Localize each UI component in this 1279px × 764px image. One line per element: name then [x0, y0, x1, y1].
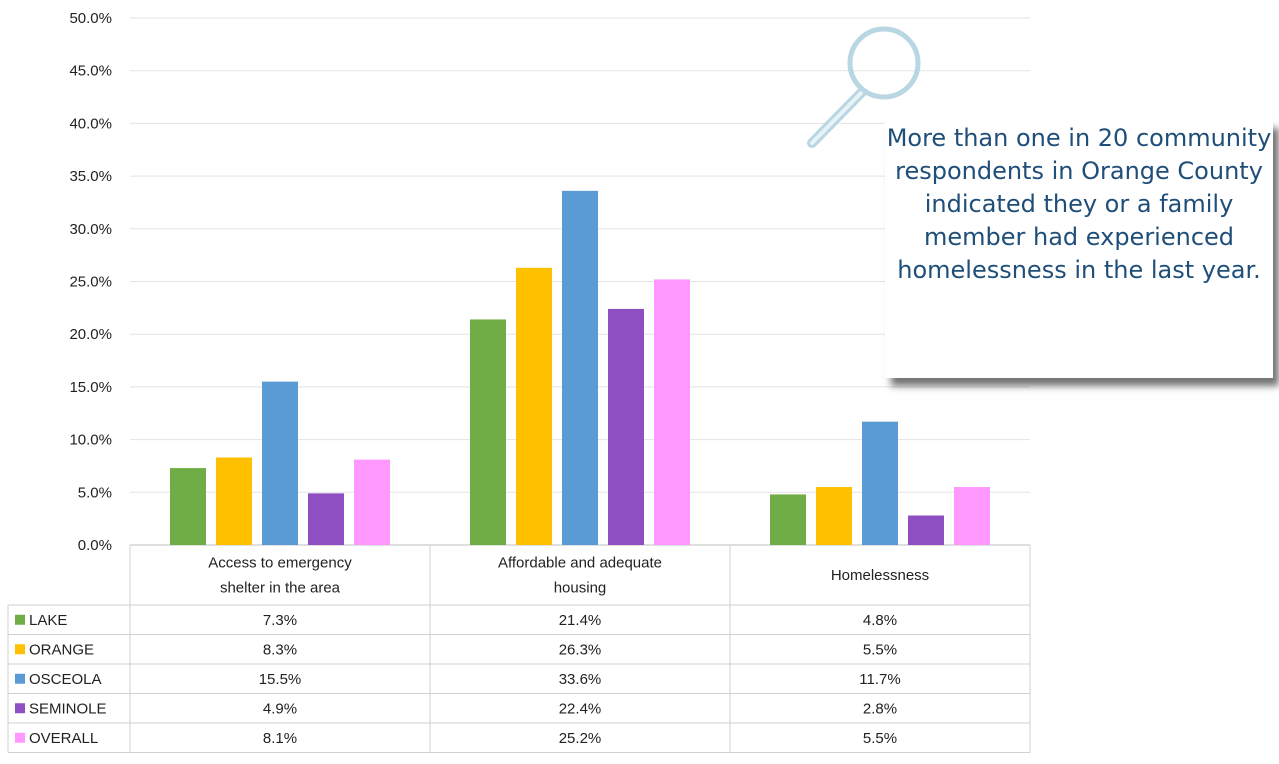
bar-orange: [816, 487, 852, 545]
data-label: 8.3%: [263, 641, 297, 658]
y-tick-label: 0.0%: [78, 537, 112, 554]
data-label: 5.5%: [863, 641, 897, 658]
y-tick-label: 15.0%: [69, 379, 112, 396]
bar-osceola: [562, 190, 598, 545]
magnifying-glass-icon: [807, 26, 921, 148]
data-label: 4.9%: [263, 700, 297, 717]
bar-osceola: [862, 421, 898, 545]
data-label: 21.4%: [559, 612, 602, 629]
callout-text: More than one in 20 community respondent…: [886, 124, 1272, 284]
data-label: 5.5%: [863, 730, 897, 747]
data-label: 22.4%: [559, 700, 602, 717]
legend-entry: OSCEOLA: [29, 671, 102, 688]
data-label: 26.3%: [559, 641, 602, 658]
bar-lake: [470, 319, 506, 545]
legend-swatch: [15, 673, 25, 684]
data-label: 15.5%: [259, 671, 302, 688]
y-tick-label: 10.0%: [69, 432, 112, 449]
data-table: Access to emergency shelter in the area Af…: [7, 545, 1031, 753]
bar-orange: [216, 457, 252, 545]
legend-swatch: [15, 732, 25, 743]
legend-swatch: [15, 644, 25, 655]
bars: [170, 190, 990, 545]
legend-swatch: [15, 614, 25, 625]
legend-swatch: [15, 703, 25, 714]
category-label: shelter in the area: [220, 580, 341, 597]
bar-seminole: [608, 308, 644, 545]
data-label: 25.2%: [559, 730, 602, 747]
data-label: 11.7%: [859, 671, 900, 688]
bar-orange: [516, 267, 552, 545]
bar-lake: [770, 494, 806, 545]
y-tick-label: 20.0%: [69, 326, 112, 343]
data-label: 2.8%: [863, 700, 897, 717]
callout-box: [885, 120, 1273, 378]
data-label: 33.6%: [559, 671, 602, 688]
bar-seminole: [308, 493, 344, 545]
y-axis-ticks: 0.0% 5.0% 10.0% 15.0% 20.0% 25.0% 30.0% 35.0% 40…: [69, 10, 112, 554]
bar-overall: [354, 459, 390, 545]
bar-seminole: [908, 515, 944, 545]
legend-entry: SEMINOLE: [29, 700, 107, 717]
data-label: 7.3%: [263, 612, 297, 629]
y-tick-label: 5.0%: [78, 484, 112, 501]
y-tick-label: 35.0%: [69, 168, 112, 185]
bar-overall: [654, 279, 690, 545]
category-label: Homelessness: [831, 567, 929, 584]
bar-osceola: [262, 381, 298, 545]
category-label: housing: [554, 580, 607, 597]
data-label: 4.8%: [863, 612, 897, 629]
y-tick-label: 40.0%: [69, 115, 112, 132]
y-tick-label: 45.0%: [69, 63, 112, 80]
bar-lake: [170, 468, 206, 545]
y-tick-label: 30.0%: [69, 221, 112, 238]
legend-entry: OVERALL: [29, 730, 98, 747]
category-label: Affordable and adequate: [498, 555, 662, 572]
y-tick-label: 50.0%: [69, 10, 112, 27]
legend-entry: ORANGE: [29, 641, 94, 658]
y-tick-label: 25.0%: [69, 274, 112, 291]
category-label: Access to emergency: [208, 555, 352, 572]
legend-entry: LAKE: [29, 612, 67, 629]
data-label: 8.1%: [263, 730, 297, 747]
bar-overall: [954, 487, 990, 545]
